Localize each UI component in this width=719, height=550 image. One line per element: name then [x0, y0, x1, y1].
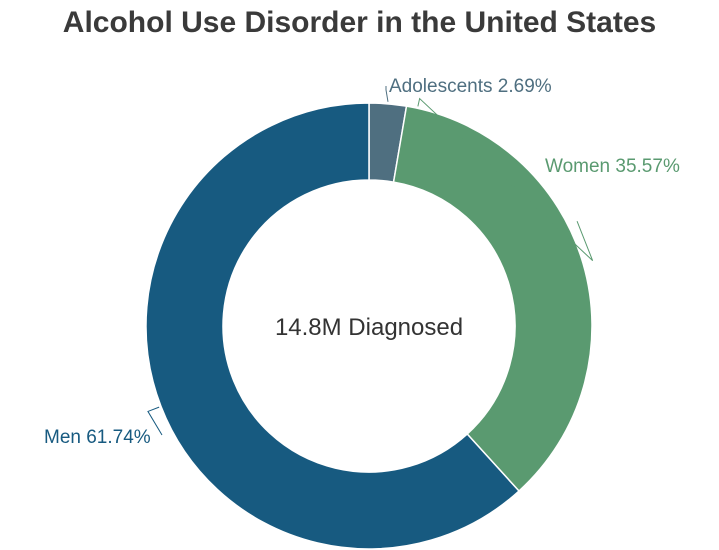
label-adolescents: Adolescents 2.69%	[389, 76, 552, 97]
label-women: Women 35.57%	[545, 156, 680, 177]
label-leaders	[147, 85, 594, 436]
label-men: Men 61.74%	[44, 427, 151, 448]
leader-adolescents	[385, 85, 389, 102]
chart-title: Alcohol Use Disorder in the United State…	[62, 6, 657, 39]
leader-men	[147, 406, 163, 436]
slice-men	[145, 102, 521, 550]
donut-slices	[145, 102, 593, 550]
slice-women	[392, 105, 593, 493]
leader-women	[417, 97, 594, 262]
slice-labels: Adolescents 2.69% Women 35.57% Men 61.74%	[44, 76, 680, 448]
center-label: 14.8M Diagnosed	[275, 314, 463, 341]
